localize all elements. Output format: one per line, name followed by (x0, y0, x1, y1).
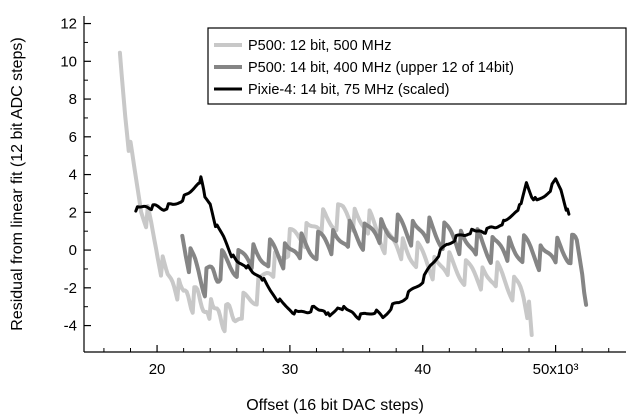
legend-label-3: Pixie-4: 14 bit, 75 MHz (scaled) (248, 82, 449, 98)
y-axis-title: Residual from linear fit (12 bit ADC ste… (9, 37, 26, 330)
axes: -4 -2 0 2 4 6 8 10 12 20 30 40 50x10³ (60, 16, 626, 378)
series-layer (117, 50, 589, 337)
x-axis-title: Offset (16 bit DAC steps) (246, 397, 424, 414)
x-tick-label: 50x10³ (533, 361, 579, 378)
legend-label-1: P500: 12 bit, 500 MHz (248, 38, 391, 54)
y-tick-label: 12 (60, 16, 77, 33)
legend-label-2: P500: 14 bit, 400 MHz (upper 12 of 14bit… (248, 60, 514, 76)
y-tick-label: 10 (60, 53, 77, 70)
x-tick-label: 30 (282, 361, 299, 378)
y-tick-label: 2 (69, 204, 77, 221)
x-tick-label: 20 (149, 361, 166, 378)
legend-box (207, 27, 627, 105)
series-line-1 (117, 50, 534, 337)
series-line-2 (180, 212, 589, 307)
y-tick-label: 8 (69, 91, 77, 108)
x-tick-label: 40 (414, 361, 431, 378)
y-tick-label: 0 (69, 242, 77, 259)
y-tick-label: 6 (69, 129, 77, 146)
y-tick-label: -2 (64, 280, 77, 297)
y-tick-label: 4 (69, 167, 77, 184)
series-line-3 (134, 175, 571, 321)
legend: P500: 12 bit, 500 MHz P500: 14 bit, 400 M… (207, 27, 627, 105)
y-tick-label: -4 (64, 318, 77, 335)
